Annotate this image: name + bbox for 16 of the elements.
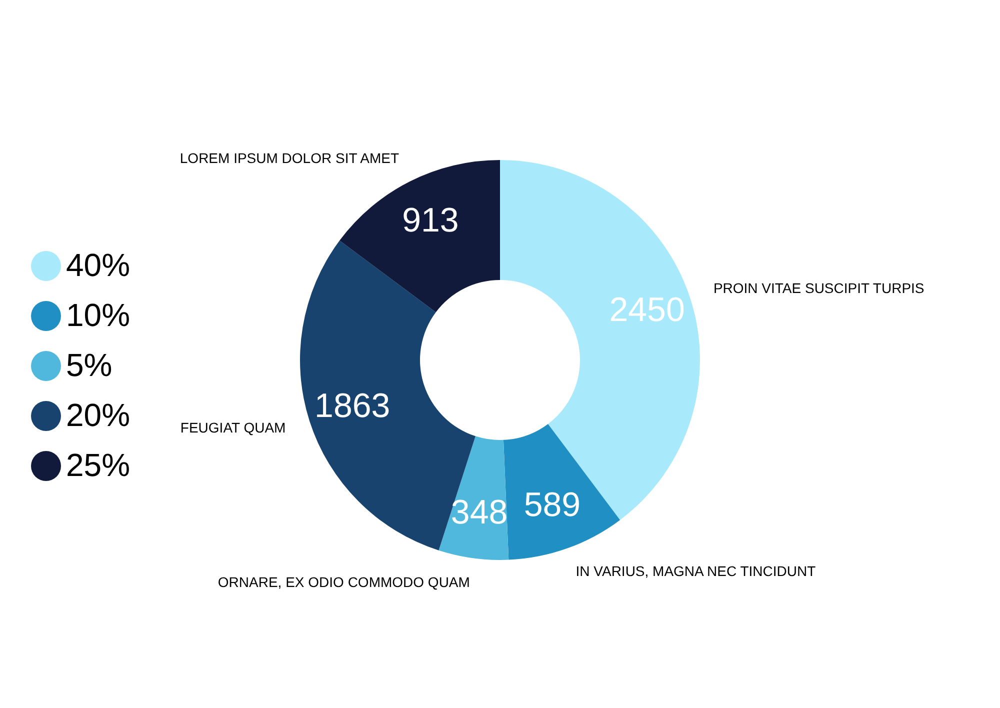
legend-label: 5% xyxy=(66,347,112,383)
legend-label: 40% xyxy=(66,247,130,283)
donut-slice xyxy=(438,436,509,560)
text: ORNARE, EX ODIO COMMODO QUAM xyxy=(218,574,470,590)
data-label: 913 xyxy=(402,201,459,240)
data-label: 2450 xyxy=(609,290,685,329)
legend-label: 10% xyxy=(66,297,130,333)
text: FEUGIAT QUAM xyxy=(180,420,286,436)
legend-label: 20% xyxy=(66,397,130,433)
data-label: 348 xyxy=(450,494,508,532)
data-label: 1863 xyxy=(314,387,390,426)
text: PROIN VITAE SUSCIPIT TURPIS xyxy=(713,280,924,296)
legend-label: 25% xyxy=(66,447,130,483)
data-label: 589 xyxy=(524,486,581,524)
text: LOREM IPSUM DOLOR SIT AMET xyxy=(180,150,400,166)
text: IN VARIUS, MAGNA NEC TINCIDUNT xyxy=(576,562,816,579)
